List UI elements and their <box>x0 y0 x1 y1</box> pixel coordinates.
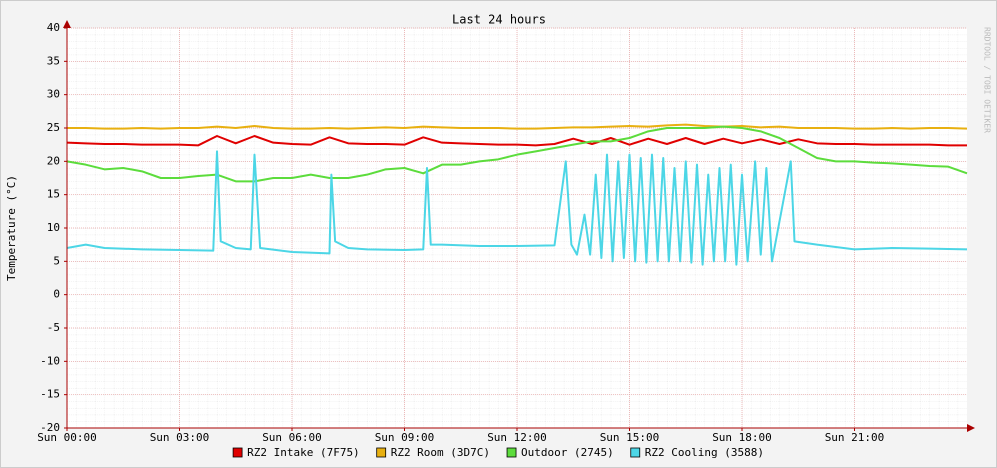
x-tick-label: Sun 06:00 <box>262 431 322 444</box>
y-tick-label: -20 <box>40 421 60 434</box>
y-tick-label: 35 <box>47 54 60 67</box>
y-tick-label: 15 <box>47 188 60 201</box>
y-axis-label: Temperature (°C) <box>5 175 18 281</box>
legend-label: RZ2 Room (3D7C) <box>391 446 490 459</box>
series-line <box>66 135 967 147</box>
legend-label: RZ2 Cooling (3588) <box>645 446 764 459</box>
x-tick-label: Sun 09:00 <box>375 431 435 444</box>
x-tick-label: Sun 15:00 <box>600 431 660 444</box>
y-tick-label: -15 <box>40 388 60 401</box>
legend-swatch <box>506 447 517 458</box>
legend: RZ2 Intake (7F75) RZ2 Room (3D7C) Outdoor … <box>232 446 764 459</box>
legend-label: Outdoor (2745) <box>521 446 614 459</box>
x-tick-label: Sun 18:00 <box>712 431 772 444</box>
legend-swatch <box>630 447 641 458</box>
legend-swatch <box>232 447 243 458</box>
chart-title: Last 24 hours <box>452 13 546 27</box>
y-tick-label: 40 <box>47 21 60 34</box>
y-tick-label: 0 <box>53 288 60 301</box>
x-tick-label: Sun 12:00 <box>487 431 547 444</box>
watermark: RRDTOOL / TOBI OETIKER <box>983 27 992 133</box>
x-tick-label: Sun 00:00 <box>37 431 97 444</box>
x-tick-label: Sun 03:00 <box>150 431 210 444</box>
y-tick-label: 20 <box>47 154 60 167</box>
series-line <box>67 123 968 130</box>
y-tick-label: 30 <box>47 88 60 101</box>
y-tick-label: 25 <box>47 121 60 134</box>
axis-arrow <box>967 424 975 432</box>
legend-label: RZ2 Intake (7F75) <box>247 446 360 459</box>
legend-swatch <box>376 447 387 458</box>
y-tick-label: -10 <box>40 354 60 367</box>
y-tick-label: 5 <box>53 254 60 267</box>
x-tick-label: Sun 21:00 <box>825 431 885 444</box>
y-tick-label: 10 <box>47 221 60 234</box>
series-line <box>66 150 968 266</box>
y-tick-label: -5 <box>47 321 60 334</box>
axis-arrow <box>63 20 71 28</box>
